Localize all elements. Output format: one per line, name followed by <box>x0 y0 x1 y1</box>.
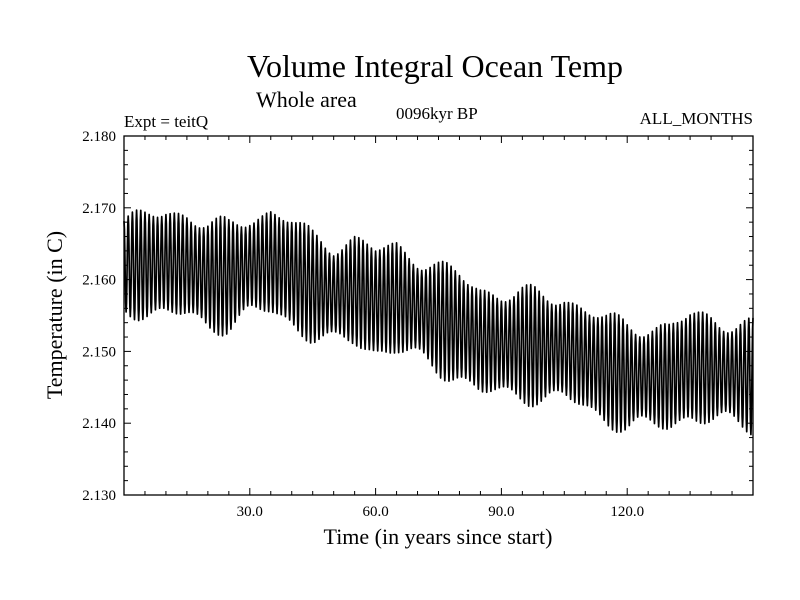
y-tick-label: 2.140 <box>82 416 116 432</box>
y-tick-label: 2.150 <box>82 344 116 360</box>
x-tick-label: 60.0 <box>362 504 388 520</box>
x-tick-label: 120.0 <box>610 504 644 520</box>
chart-subtitle: Whole area <box>256 87 357 112</box>
y-tick-label: 2.170 <box>82 201 116 217</box>
x-axis-label: Time (in years since start) <box>324 524 553 549</box>
x-tick-label: 30.0 <box>237 504 263 520</box>
temperature-series-line <box>123 209 754 436</box>
y-tick-label: 2.180 <box>82 129 116 145</box>
experiment-label: Expt = teitQ <box>124 112 208 131</box>
x-tick-label: 90.0 <box>488 504 514 520</box>
axis-ticks-layer: 2.130 2.140 2.150 2.160 2.170 2.180 30.0 60.0 90… <box>82 129 753 520</box>
months-label: ALL_MONTHS <box>640 109 753 128</box>
y-axis-label: Temperature (in C) <box>42 231 67 399</box>
y-tick-label: 2.160 <box>82 273 116 289</box>
y-tick-label: 2.130 <box>82 488 116 504</box>
period-label: 0096kyr BP <box>396 104 478 123</box>
plot-frame <box>123 135 754 496</box>
data-series-layer <box>123 209 754 436</box>
chart-title: Volume Integral Ocean Temp <box>247 48 623 84</box>
